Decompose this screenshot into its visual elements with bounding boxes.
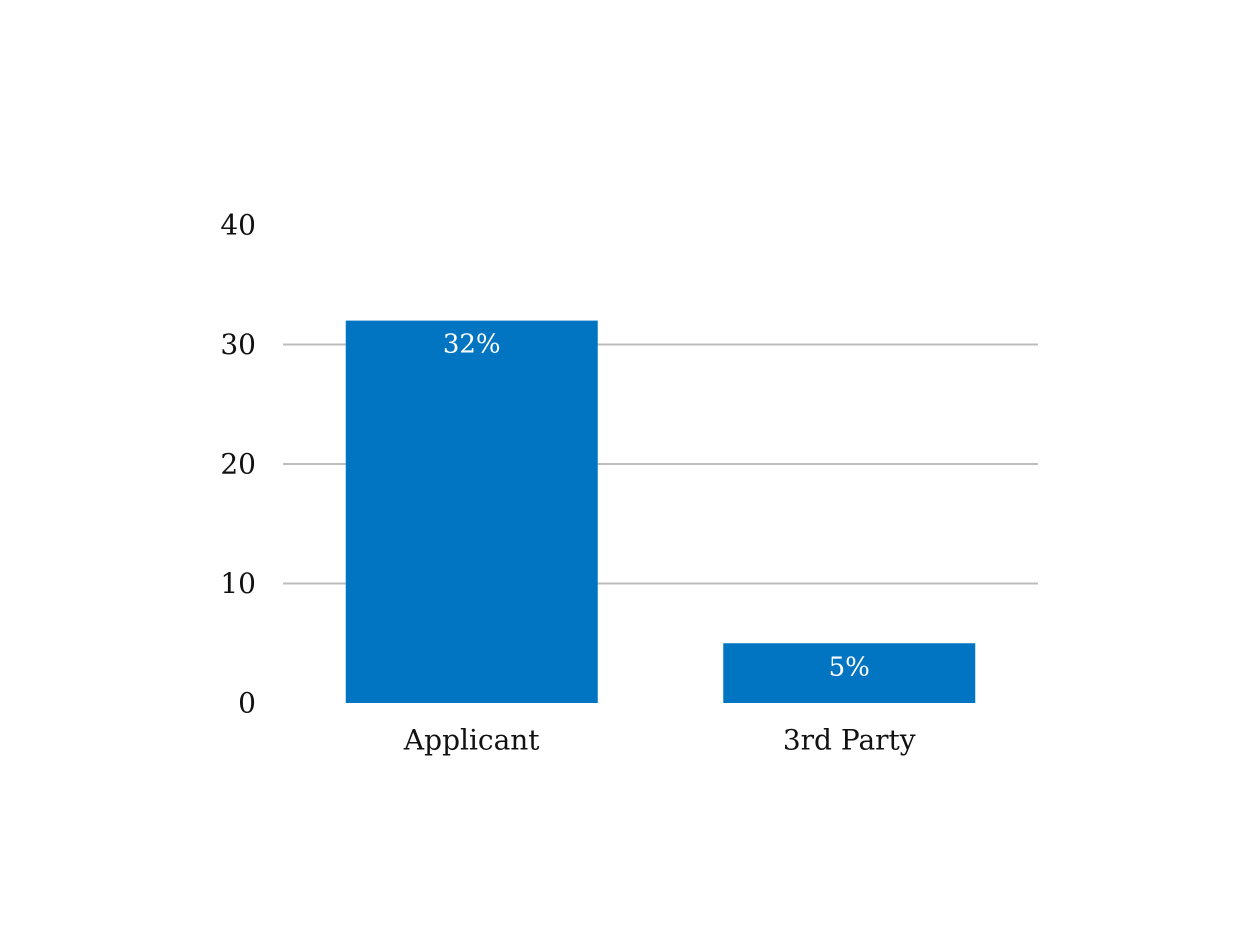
data-labels: 32% 5%	[443, 330, 870, 683]
bar-1	[723, 643, 976, 703]
x-axis-category-labels: Applicant 3rd Party	[403, 724, 916, 757]
x-category-label: Applicant	[403, 724, 540, 757]
data-label: 5%	[829, 652, 870, 682]
bars	[345, 320, 976, 703]
y-tick-label: 0	[238, 687, 256, 720]
y-tick-label: 30	[220, 328, 256, 361]
y-tick-label: 40	[220, 209, 256, 242]
y-axis-tick-labels: 0 10 20 30 40	[220, 209, 256, 720]
x-category-label: 3rd Party	[783, 724, 916, 757]
y-tick-label: 20	[220, 448, 256, 481]
y-tick-label: 10	[220, 567, 256, 600]
bar-0	[345, 320, 598, 703]
data-label: 32%	[443, 330, 501, 360]
